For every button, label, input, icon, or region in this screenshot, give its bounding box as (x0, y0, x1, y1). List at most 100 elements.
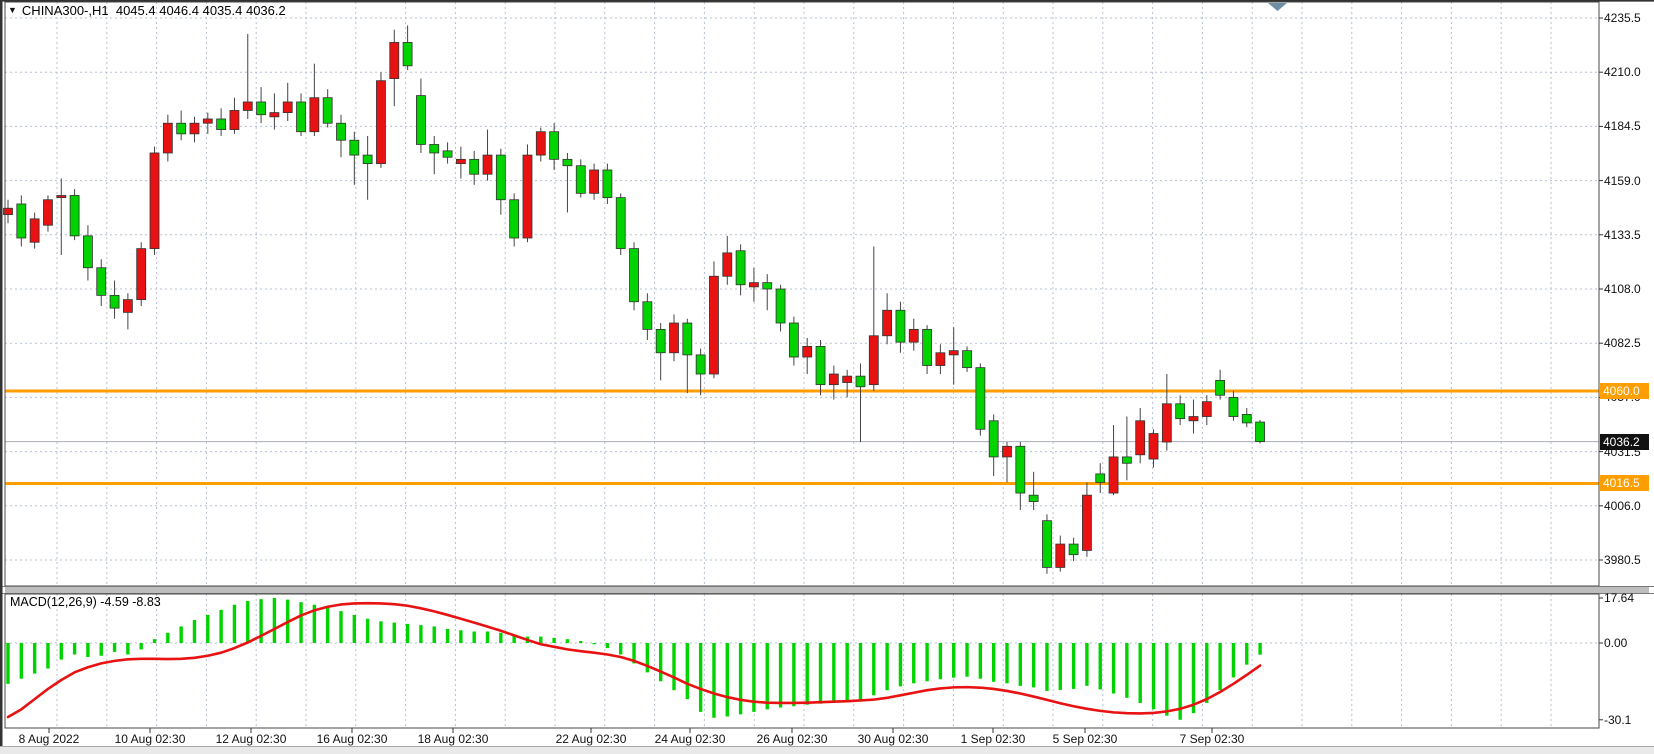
candle-down (509, 199, 520, 239)
candle-down (83, 235, 93, 269)
time-axis-label: 16 Aug 02:30 (316, 732, 388, 746)
candle-up (1108, 456, 1119, 494)
time-axis-label: 12 Aug 02:30 (215, 732, 287, 746)
candle-down (602, 169, 613, 199)
time-axis-label: 18 Aug 02:30 (417, 732, 489, 746)
candle-up (935, 352, 946, 366)
price-axis-label: 4133.5 (1604, 227, 1641, 242)
price-axis-label: 4006.0 (1604, 498, 1641, 513)
candle-down (1121, 456, 1132, 464)
candle-up (282, 101, 293, 113)
candle-up (162, 122, 173, 154)
resistance-price-badge: 4060.0 (1600, 383, 1649, 400)
candle-down (176, 122, 187, 135)
candle-up (56, 195, 67, 199)
candle-up (3, 207, 13, 216)
candle-down (416, 95, 426, 145)
candle-up (722, 252, 733, 277)
candle-up (1055, 543, 1066, 568)
candle-up (136, 248, 147, 301)
candle-up (828, 373, 839, 386)
candle-down (362, 154, 373, 164)
price-axis-label: 4235.5 (1604, 11, 1641, 25)
candle-up (882, 309, 893, 337)
candle-up (948, 350, 959, 356)
price-axis-label: 4159.0 (1604, 173, 1641, 188)
time-axis-label: 5 Sep 02:30 (1052, 732, 1118, 746)
candle-up (908, 328, 919, 343)
candle-down (655, 328, 666, 354)
time-axis-label: 26 Aug 02:30 (756, 732, 828, 746)
candle-up (1002, 445, 1012, 458)
candle-up (1188, 416, 1199, 422)
candle-down (1095, 473, 1106, 483)
price-axis-label: 4108.0 (1604, 282, 1641, 296)
candle-down (1015, 445, 1026, 494)
axis-ticks (48, 17, 1603, 733)
current-price-badge: 4036.2 (1600, 433, 1649, 450)
candle-down (109, 294, 120, 309)
candle-down (1215, 379, 1226, 396)
time-axis-label: 22 Aug 02:30 (555, 732, 627, 746)
candle-down (815, 345, 826, 386)
candle-up (842, 375, 853, 383)
candle-up (242, 101, 253, 111)
candle-up (29, 218, 40, 243)
candle-down (762, 282, 773, 290)
time-axis-label: 30 Aug 02:30 (857, 732, 929, 746)
candle-up (1201, 401, 1212, 417)
candle-down (322, 97, 333, 124)
candle-down (495, 154, 506, 201)
candle-up (1135, 420, 1146, 456)
candle-down (296, 101, 306, 133)
candle-up (749, 282, 759, 288)
candle-up (1148, 433, 1159, 460)
candle-up (122, 299, 133, 313)
candle-down (615, 197, 626, 250)
chart-title-text: CHINA300-,H1 4045.4 4046.4 4035.4 4036.2 (21, 3, 286, 18)
candle-down (549, 131, 560, 160)
macd-axis-label: -30.1 (1604, 712, 1632, 727)
candle-down (69, 195, 80, 237)
candle-up (535, 131, 546, 156)
time-axis-label: 24 Aug 02:30 (654, 732, 726, 746)
price-axis-label: 4210.0 (1604, 65, 1641, 80)
candle-down (642, 301, 653, 330)
candle-down (402, 42, 413, 67)
candle-down (682, 322, 693, 356)
candle-down (1028, 494, 1039, 502)
candle-down (1241, 414, 1252, 424)
dropdown-arrow-icon[interactable]: ▼ (8, 5, 17, 15)
candle-down (16, 203, 27, 239)
candle-down (855, 375, 866, 388)
macd-axis-label: 17.64 (1604, 591, 1635, 605)
candle-down (96, 267, 107, 296)
candle-down (1068, 543, 1079, 556)
candle-up (482, 154, 493, 175)
candle-down (629, 248, 639, 303)
candle-up (43, 199, 53, 226)
candle-down (336, 122, 346, 141)
candle-down (256, 101, 266, 116)
time-axis-label: 1 Sep 02:30 (960, 732, 1026, 746)
candle-down (922, 328, 932, 366)
candle-up (389, 42, 400, 79)
price-axis-label: 3980.5 (1604, 553, 1641, 567)
candle-down (575, 165, 586, 194)
candle-down (695, 354, 706, 375)
candle-down (1175, 403, 1186, 420)
horizontal-level-lines[interactable] (5, 389, 1599, 485)
candle-up (1161, 403, 1172, 443)
candle-up (868, 335, 879, 386)
support-price-badge: 4016.5 (1600, 475, 1649, 492)
candle-up (309, 97, 320, 133)
candle-down (442, 150, 453, 158)
candle-down (562, 158, 573, 167)
macd-axis-label: 0.00 (1604, 636, 1628, 650)
time-axis-label: 7 Sep 02:30 (1179, 732, 1245, 746)
chart-shift-triangle-icon[interactable] (1268, 3, 1287, 11)
candle-down (775, 288, 786, 324)
candle-down (1042, 520, 1052, 568)
